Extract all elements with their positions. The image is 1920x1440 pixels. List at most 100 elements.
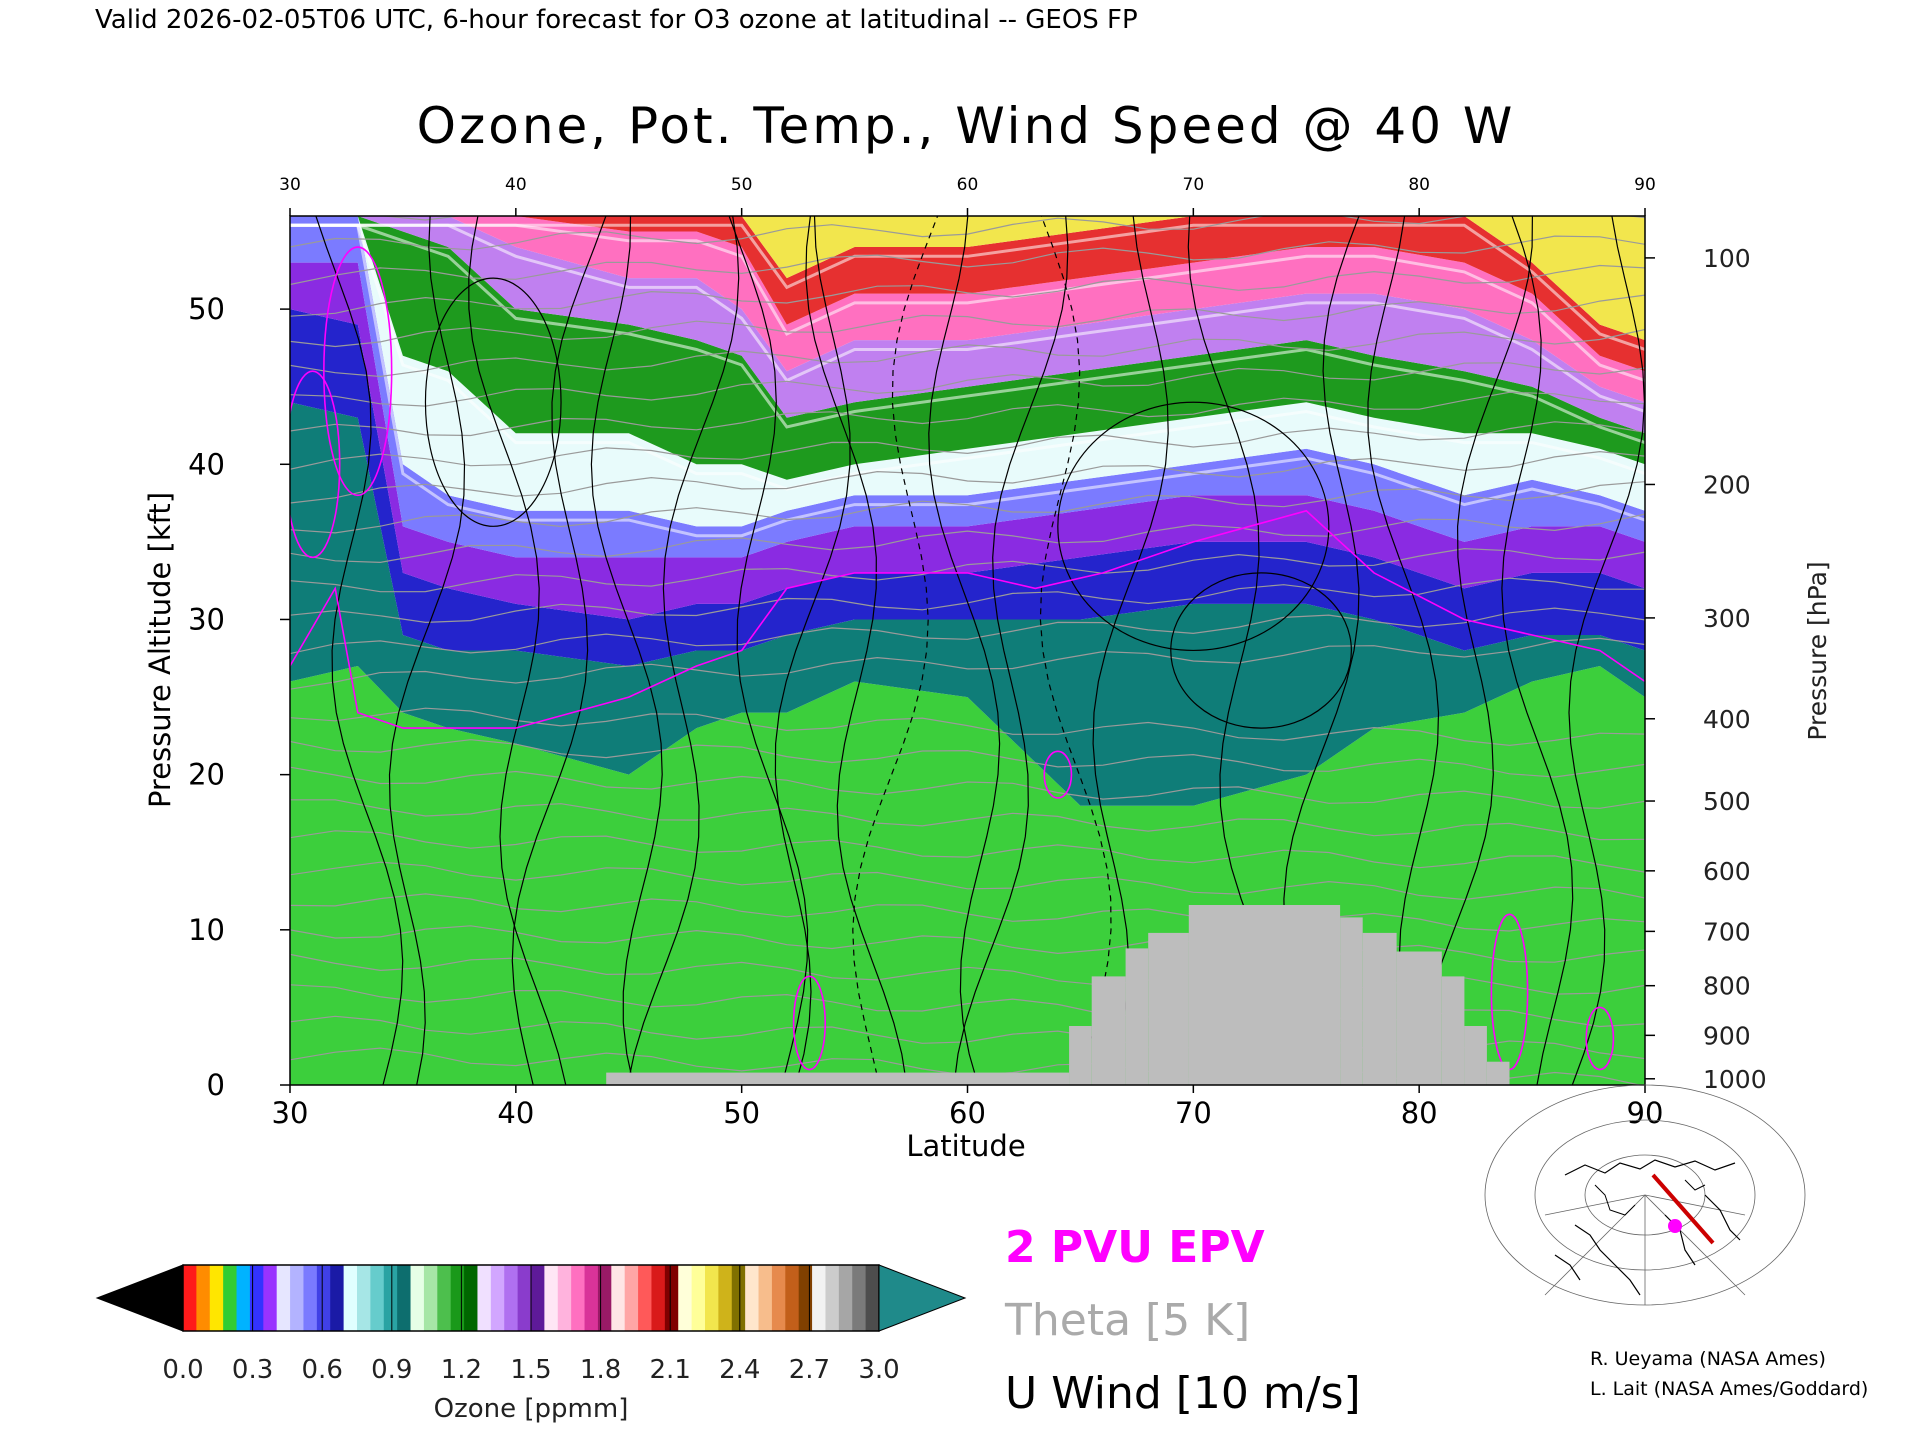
chart-title: Ozone, Pot. Temp., Wind Speed @ 40 W — [417, 97, 1516, 155]
theta-contours — [290, 216, 1645, 1085]
theta-contour — [290, 799, 1645, 841]
colorbar-cell — [383, 1265, 398, 1331]
colorbar-cell — [664, 1265, 679, 1331]
colorbar-cell — [477, 1265, 492, 1331]
colorbar-cell — [557, 1265, 572, 1331]
epv-contour — [290, 509, 1645, 729]
x-tick-label: 30 — [272, 1096, 309, 1130]
theta-contour — [290, 739, 1645, 778]
credit-line-1: R. Ueyama (NASA Ames) — [1590, 1348, 1826, 1370]
colorbar-cell — [397, 1265, 412, 1331]
y-tick-label: 40 — [188, 447, 225, 481]
y-tick-label: 20 — [188, 758, 225, 792]
u-wind-contour — [852, 216, 939, 1085]
colorbar-cell — [771, 1265, 786, 1331]
u-wind-contour — [805, 216, 908, 1085]
u-wind-closed-contour — [1057, 401, 1330, 652]
ozone-band — [290, 216, 1645, 480]
colorbar-cell — [249, 1265, 264, 1331]
u-wind-contour — [627, 216, 740, 1085]
epv-closed-contour — [1585, 1006, 1615, 1071]
colorbar-tick-label: 0.0 — [162, 1355, 203, 1385]
colorbar-cell — [343, 1265, 358, 1331]
colorbar-cell — [290, 1265, 305, 1331]
x-tick-label: 40 — [497, 1096, 534, 1130]
ozone-band — [290, 402, 1645, 806]
map-inset — [1484, 1084, 1806, 1306]
theta-contour — [290, 362, 1645, 407]
pressure-tick-label: 400 — [1703, 705, 1751, 734]
x-top-tick-label: 90 — [1634, 175, 1656, 195]
u-wind-contours — [315, 216, 1645, 1085]
pressure-tick-label: 300 — [1703, 604, 1751, 633]
theta-contour — [290, 607, 1645, 655]
colorbar-tick-label: 1.5 — [510, 1355, 551, 1385]
epv-closed-contour — [1043, 750, 1073, 799]
colorbar-label: Ozone [ppmm] — [434, 1394, 629, 1424]
ozone-band — [290, 216, 1645, 558]
colorbar-cell — [183, 1265, 197, 1331]
colorbar-cell — [852, 1265, 867, 1331]
legend: 2 PVU EPV Theta [5 K] U Wind [10 m/s] — [1004, 1222, 1361, 1419]
colorbar-cell — [490, 1265, 505, 1331]
y-axis-right: 100 200 300 400 500 600 700 800 900 1000 — [1645, 244, 1767, 1094]
colorbar-cell — [584, 1265, 599, 1331]
x-top-tick-label: 40 — [505, 175, 527, 195]
u-wind-contour — [1367, 216, 1440, 1085]
colorbar-cell — [464, 1265, 479, 1331]
colorbar-cell — [651, 1265, 666, 1331]
u-wind-contour — [1568, 216, 1645, 1085]
surface-mask-block — [1340, 917, 1363, 1085]
theta-contour — [290, 235, 1645, 286]
colorbar-tick-label: 0.3 — [232, 1355, 273, 1385]
colorbar-cell — [865, 1265, 880, 1331]
surface-mask — [606, 905, 1510, 1085]
colorbar: 0.0 0.3 0.6 0.9 1.2 1.5 1.8 2.1 2.4 2.7 3.0 Ozone … — [95, 1264, 967, 1424]
surface-mask-block — [1125, 948, 1149, 1085]
x-tick-label: 70 — [1175, 1096, 1212, 1130]
colorbar-cell — [731, 1265, 746, 1331]
colorbar-cell — [209, 1265, 224, 1331]
theta-contour — [290, 328, 1645, 378]
colorbar-cell — [423, 1265, 438, 1331]
theta-contour — [290, 766, 1645, 809]
y-tick-label: 0 — [207, 1068, 225, 1102]
colorbar-cell — [357, 1265, 371, 1331]
colorbar-tick-label: 2.4 — [719, 1355, 760, 1385]
pressure-tick-label: 500 — [1703, 787, 1751, 816]
ozone-band — [290, 309, 1645, 666]
y-tick-label: 10 — [188, 913, 225, 947]
x-axis-label: Latitude — [906, 1129, 1025, 1163]
colorbar-tick-label: 2.7 — [789, 1355, 830, 1385]
surface-mask-block — [1464, 1026, 1487, 1085]
u-wind-contour — [928, 216, 1001, 1085]
colorbar-cell — [303, 1265, 318, 1331]
ozone-band — [290, 216, 1645, 341]
theta-contour — [290, 481, 1645, 534]
theta-contour — [290, 547, 1645, 593]
colorbar-cell — [517, 1265, 532, 1331]
colorbar-cell — [370, 1265, 385, 1331]
colorbar-cell — [571, 1265, 586, 1331]
colorbar-cell — [758, 1265, 773, 1331]
cross-section-track — [1651, 1173, 1715, 1245]
pressure-tick-label: 700 — [1703, 917, 1751, 946]
theta-contour — [290, 264, 1645, 317]
colorbar-cell — [531, 1265, 545, 1331]
u-wind-contour — [953, 216, 1069, 1085]
u-wind-contour — [774, 216, 851, 1085]
surface-mask-block — [1148, 932, 1189, 1085]
u-wind-contour — [1092, 216, 1169, 1085]
surface-mask-block — [1091, 976, 1126, 1085]
colorbar-cell — [638, 1265, 653, 1331]
colorbar-cell — [705, 1265, 719, 1331]
colorbar-cell — [196, 1265, 211, 1331]
colorbar-tick-label: 1.2 — [441, 1355, 482, 1385]
theta-contour — [290, 637, 1645, 690]
colorbar-tick-label: 2.1 — [650, 1355, 691, 1385]
ozone-band-highlight — [290, 223, 1645, 491]
pressure-tick-label: 1000 — [1703, 1065, 1767, 1094]
theta-contour — [290, 830, 1645, 873]
epv-contours — [290, 246, 1645, 1071]
x-axis-top: 30 40 50 60 70 80 90 — [279, 175, 1656, 216]
